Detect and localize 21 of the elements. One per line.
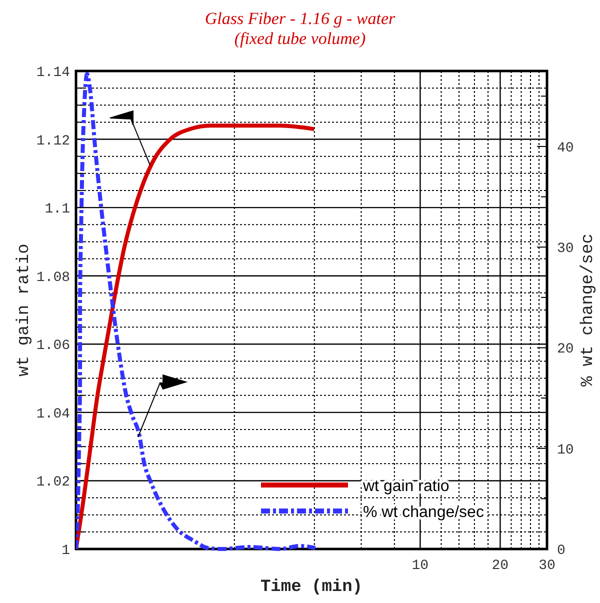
y-tick-label: 1.04 bbox=[36, 406, 70, 422]
y2-tick-label: 20 bbox=[557, 342, 574, 358]
x-tick-label: 10 bbox=[412, 558, 429, 574]
y-axis-title: wt gain ratio bbox=[15, 244, 34, 376]
x-tick-label: 30 bbox=[538, 558, 556, 574]
y2-axis-title: % wt change/sec bbox=[579, 233, 598, 387]
y-tick-label: 1.06 bbox=[36, 338, 70, 354]
chart-subtitle: (fixed tube volume) bbox=[234, 29, 366, 48]
y-tick-label: 1.1 bbox=[44, 202, 70, 218]
y-tick-label: 1.02 bbox=[36, 474, 70, 491]
x-tick-label: 20 bbox=[492, 558, 509, 574]
y2-tick-label: 10 bbox=[557, 442, 574, 458]
y-tick-label: 1.08 bbox=[36, 270, 70, 286]
x-axis-title: Time (min) bbox=[260, 578, 363, 597]
y2-tick-label: 30 bbox=[557, 241, 574, 258]
y2-tick-label: 0 bbox=[557, 543, 566, 559]
y-tick-label: 1.12 bbox=[36, 133, 70, 150]
y2-tick-label: 40 bbox=[557, 140, 574, 156]
chart-title: Glass Fiber - 1.16 g - water bbox=[204, 9, 396, 28]
y-tick-label: 1 bbox=[62, 543, 70, 559]
y-tick-label: 1.14 bbox=[36, 65, 70, 81]
